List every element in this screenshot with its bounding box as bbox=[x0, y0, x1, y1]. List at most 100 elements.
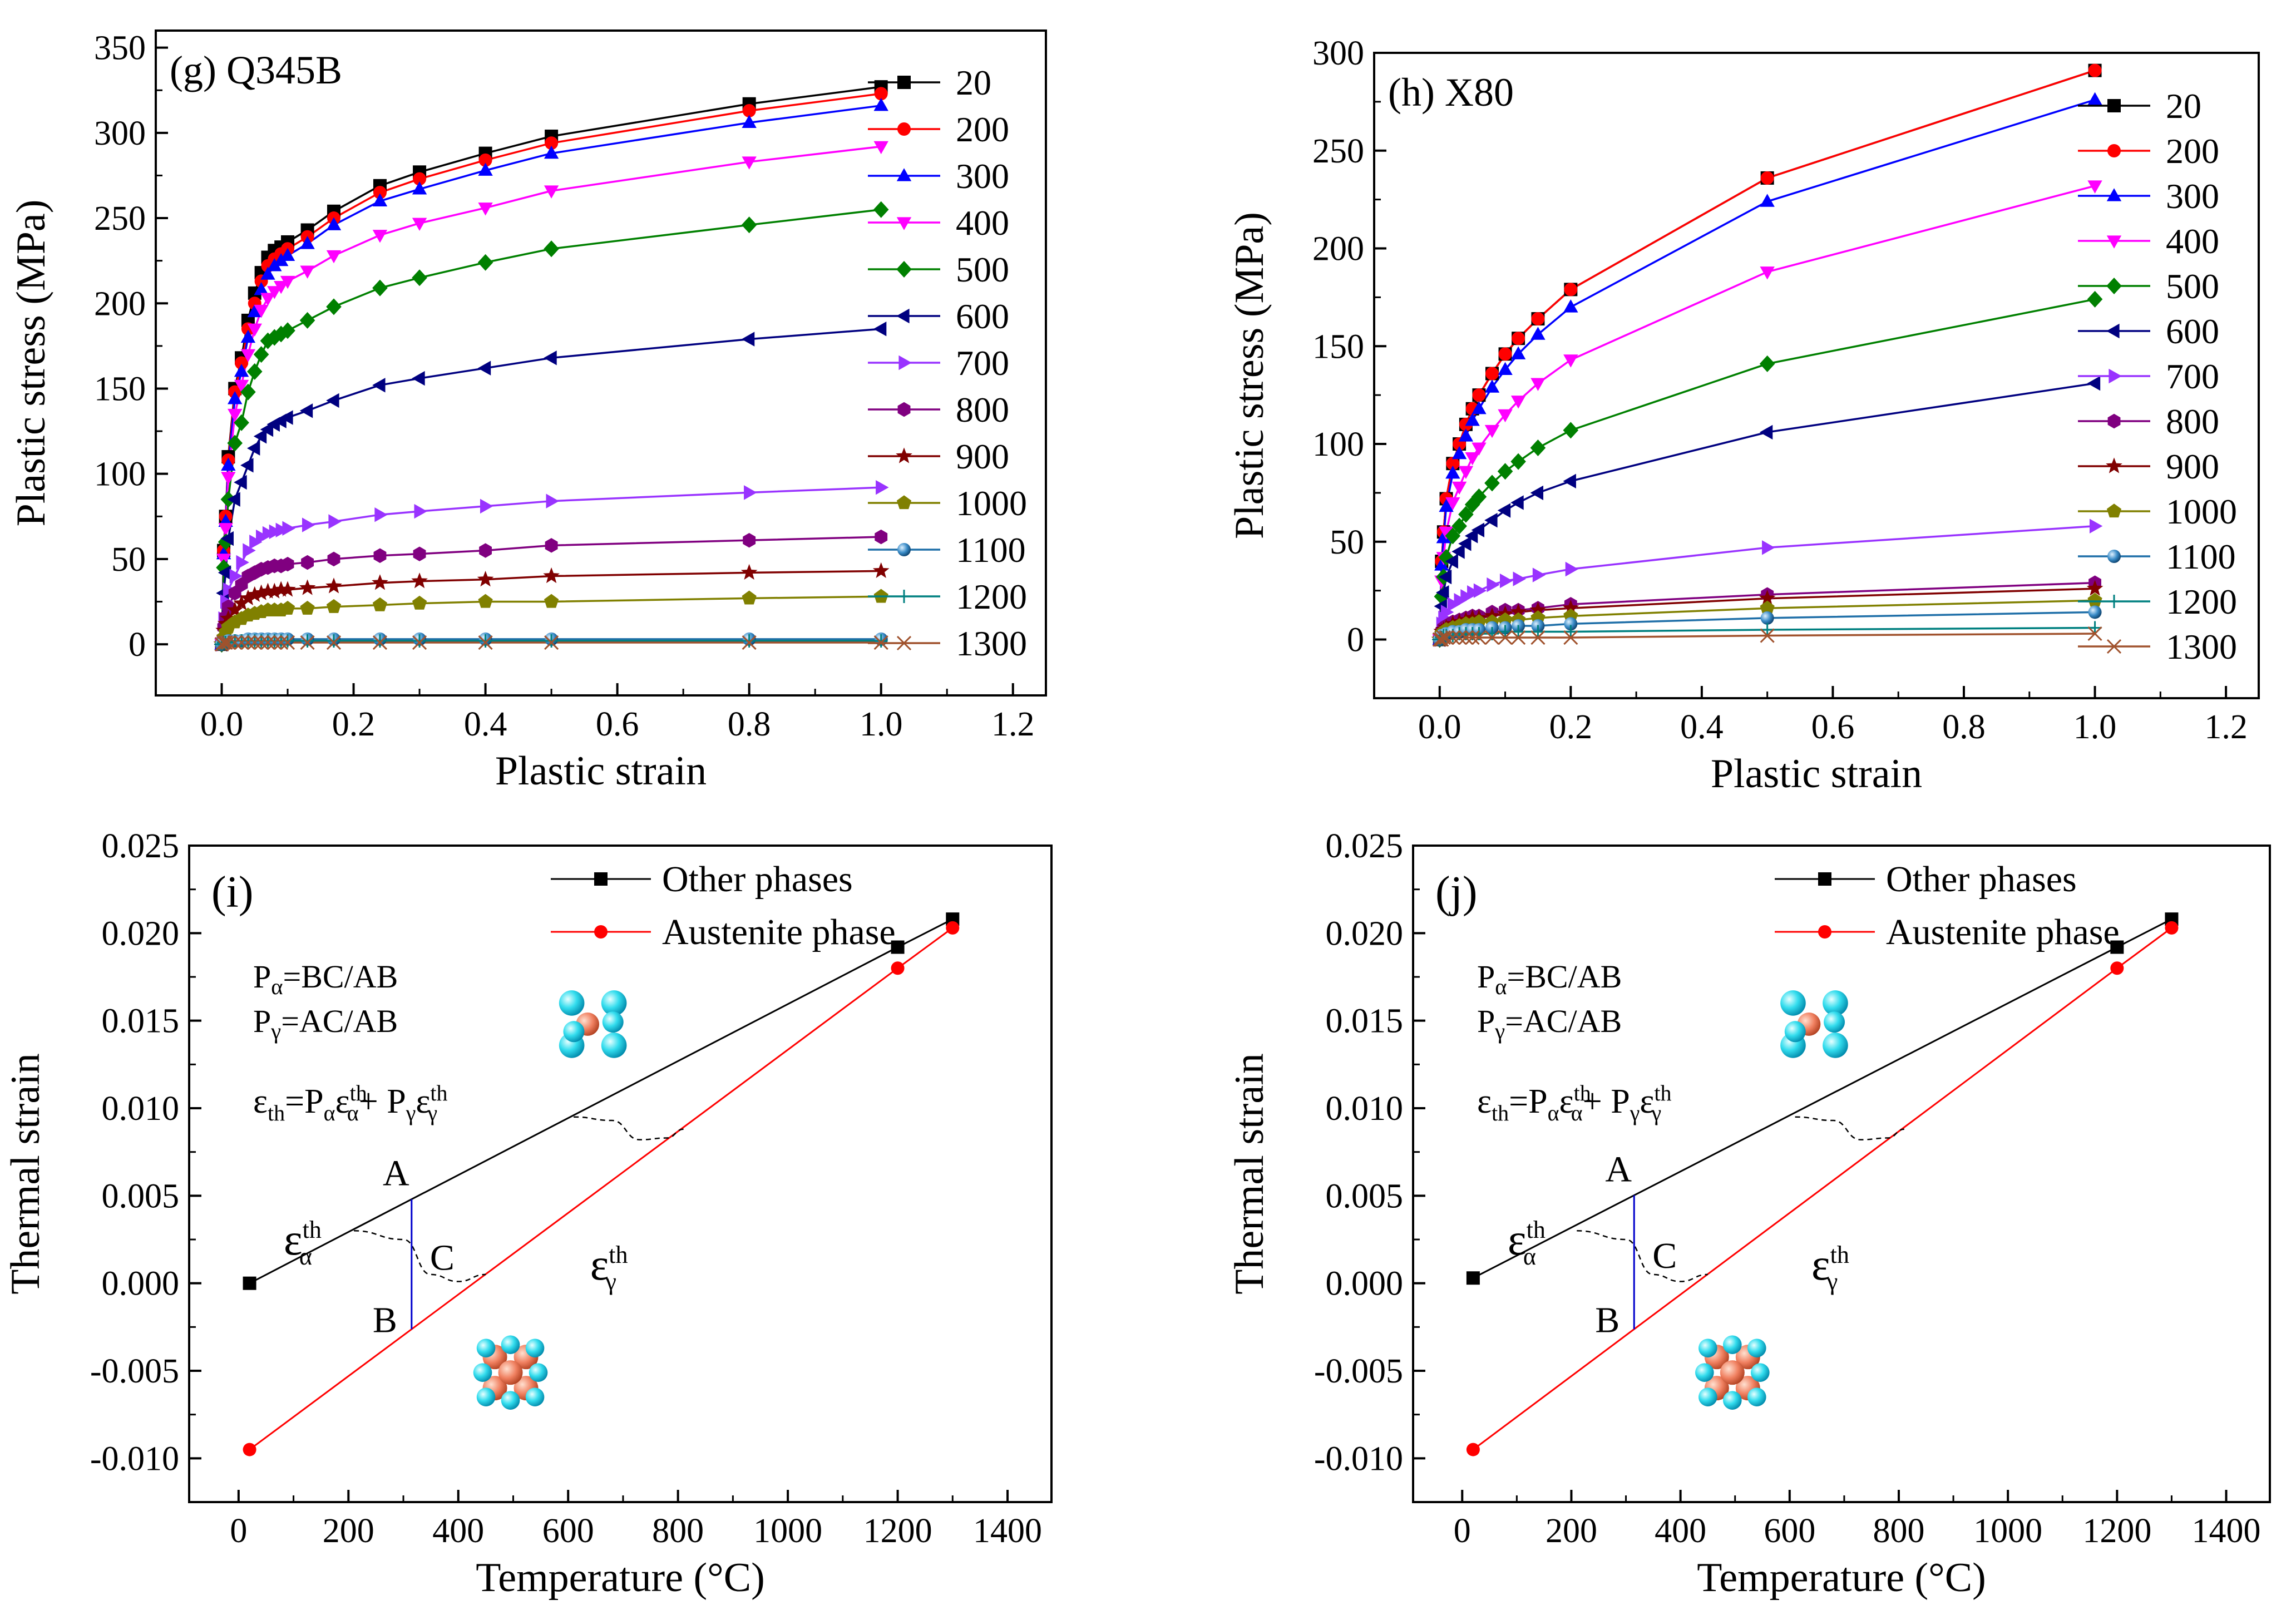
data-point bbox=[280, 248, 295, 261]
data-point bbox=[742, 104, 756, 118]
atom bbox=[1723, 1391, 1742, 1410]
data-point bbox=[1511, 630, 1526, 645]
legend-marker bbox=[898, 355, 912, 371]
data-point bbox=[273, 281, 289, 294]
data-point bbox=[299, 403, 313, 418]
data-point bbox=[260, 266, 275, 280]
data-point bbox=[275, 522, 289, 537]
fcc-unit-cell-icon bbox=[1695, 1335, 1770, 1410]
legend-label: Austenite phase bbox=[662, 912, 896, 952]
eps-alpha-label: εth α bbox=[1508, 1216, 1546, 1270]
bcc-unit-cell-icon bbox=[559, 990, 627, 1058]
data-point bbox=[1564, 617, 1578, 631]
data-point bbox=[260, 293, 275, 306]
data-point bbox=[1531, 312, 1545, 326]
legend-marker bbox=[2106, 235, 2122, 249]
data-point bbox=[1530, 327, 1546, 340]
data-point bbox=[1446, 457, 1460, 471]
data-point bbox=[876, 480, 889, 495]
data-point bbox=[300, 265, 315, 279]
data-point bbox=[1760, 628, 1775, 643]
data-point bbox=[279, 581, 296, 597]
data-point bbox=[1759, 424, 1773, 440]
data-point bbox=[243, 1443, 256, 1456]
data-point bbox=[326, 393, 339, 408]
eps-alpha-label: εth α bbox=[284, 1216, 322, 1270]
plot-frame bbox=[1412, 845, 2271, 1503]
data-point bbox=[546, 493, 559, 508]
data-point bbox=[477, 360, 491, 376]
data-point bbox=[328, 514, 342, 529]
legend-marker bbox=[594, 925, 608, 939]
data-point bbox=[259, 582, 276, 599]
x-tick-label: 1.0 bbox=[2073, 708, 2117, 746]
data-point bbox=[1510, 453, 1526, 470]
plot-frame bbox=[155, 29, 1047, 697]
legend-marker bbox=[594, 872, 608, 886]
legend-marker bbox=[896, 447, 912, 463]
data-point bbox=[280, 635, 295, 650]
data-point bbox=[2088, 605, 2102, 619]
data-point bbox=[326, 217, 342, 230]
data-point bbox=[2087, 626, 2102, 641]
x-axis-label: Plastic strain bbox=[1711, 751, 1922, 797]
data-point bbox=[1530, 439, 1546, 457]
atom bbox=[1723, 1335, 1742, 1354]
data-point bbox=[1484, 512, 1498, 528]
data-point bbox=[1467, 585, 1480, 600]
atom bbox=[476, 1339, 496, 1357]
data-point bbox=[480, 498, 493, 514]
data-point bbox=[744, 485, 757, 500]
legend-label: 1100 bbox=[2166, 537, 2236, 576]
data-point bbox=[478, 203, 493, 216]
data-point bbox=[267, 635, 282, 650]
legend-label: 800 bbox=[2166, 402, 2219, 441]
y-tick-label: 50 bbox=[1330, 524, 1364, 561]
panel-title: (g) Q345B bbox=[170, 48, 342, 92]
data-point bbox=[327, 634, 340, 648]
x-tick-label: 1000 bbox=[753, 1512, 822, 1550]
legend-marker bbox=[897, 76, 911, 89]
data-point bbox=[1512, 625, 1525, 639]
legend-label: 1100 bbox=[956, 530, 1026, 570]
legend-marker bbox=[897, 543, 911, 556]
legend-marker bbox=[2107, 144, 2121, 157]
data-point bbox=[220, 610, 237, 626]
legend-marker bbox=[897, 122, 911, 136]
data-point bbox=[240, 589, 256, 605]
data-point bbox=[1760, 171, 1774, 185]
data-point bbox=[1484, 424, 1500, 438]
y-tick-label: 0 bbox=[1347, 621, 1364, 659]
p-alpha-label: Pα=BC/AB bbox=[253, 959, 398, 999]
data-point bbox=[299, 312, 315, 329]
x-tick-label: 0 bbox=[1454, 1512, 1471, 1550]
legend-marker bbox=[2107, 413, 2121, 429]
data-point bbox=[266, 582, 283, 599]
y-tick-label: 0.010 bbox=[1326, 1090, 1404, 1128]
data-point bbox=[742, 590, 757, 605]
data-point bbox=[873, 201, 889, 218]
legend-marker bbox=[896, 261, 912, 278]
x-tick-label: 800 bbox=[652, 1512, 704, 1550]
data-point bbox=[544, 594, 559, 608]
x-tick-label: 1000 bbox=[1973, 1512, 2042, 1550]
data-point bbox=[253, 584, 270, 600]
atom bbox=[559, 990, 585, 1016]
p-gamma-label: Pγ=AC/AB bbox=[1477, 1003, 1622, 1044]
data-point bbox=[301, 555, 314, 570]
legend-marker bbox=[2106, 457, 2122, 473]
data-point bbox=[411, 572, 428, 589]
data-point bbox=[253, 346, 269, 363]
data-point bbox=[1513, 571, 1526, 586]
data-point bbox=[1445, 497, 1460, 511]
data-point bbox=[234, 635, 249, 650]
data-point bbox=[545, 136, 559, 150]
data-point bbox=[300, 635, 315, 650]
legend-marker bbox=[2109, 368, 2122, 384]
data-point bbox=[1466, 1443, 1480, 1456]
x-tick-label: 0.6 bbox=[1811, 708, 1855, 746]
data-point bbox=[373, 186, 387, 200]
point-b-label: B bbox=[373, 1300, 397, 1340]
data-point bbox=[1434, 557, 1449, 571]
data-point bbox=[300, 600, 315, 615]
